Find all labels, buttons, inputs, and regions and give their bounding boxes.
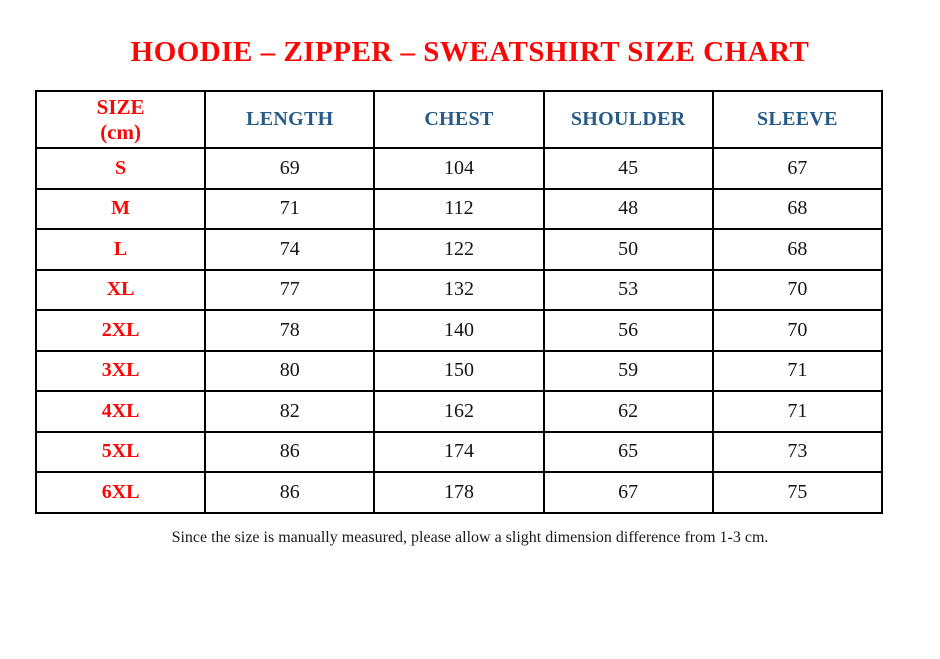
- size-cell: 5XL: [34, 430, 207, 473]
- length-cell: 86: [204, 430, 376, 473]
- size-cell: 4XL: [34, 390, 207, 433]
- sleeve-cell: 68: [711, 228, 884, 271]
- size-cell: 6XL: [34, 471, 207, 514]
- chest-cell: 174: [373, 430, 545, 473]
- sleeve-cell: 71: [711, 349, 884, 392]
- length-cell: 77: [204, 268, 376, 311]
- sleeve-cell: 67: [711, 147, 884, 190]
- size-header-unit: (cm): [100, 119, 141, 144]
- page-title: HOODIE – ZIPPER – SWEATSHIRT SIZE CHART: [130, 36, 810, 68]
- sleeve-cell: 68: [711, 187, 884, 230]
- table-row: XL 77 132 53 70: [34, 268, 884, 311]
- length-cell: 80: [204, 349, 376, 392]
- chest-cell: 162: [373, 390, 545, 433]
- sleeve-cell: 70: [711, 268, 884, 311]
- length-cell: 86: [204, 471, 376, 514]
- sleeve-cell: 75: [711, 471, 884, 514]
- table-row: 6XL 86 178 67 75: [34, 471, 884, 514]
- chest-cell: 104: [373, 147, 545, 190]
- shoulder-cell: 50: [542, 228, 714, 271]
- table-row: 4XL 82 162 62 71: [34, 390, 884, 433]
- size-cell: 2XL: [34, 309, 207, 352]
- chest-cell: 112: [373, 187, 545, 230]
- size-cell: 3XL: [34, 349, 207, 392]
- column-header-length: LENGTH: [204, 90, 376, 149]
- shoulder-cell: 53: [542, 268, 714, 311]
- column-header-size: SIZE (cm): [34, 90, 207, 149]
- table-row: 5XL 86 174 65 73: [34, 430, 884, 473]
- measurement-note: Since the size is manually measured, ple…: [171, 528, 769, 546]
- sleeve-cell: 70: [711, 309, 884, 352]
- length-cell: 82: [204, 390, 376, 433]
- shoulder-cell: 62: [542, 390, 714, 433]
- chest-cell: 140: [373, 309, 545, 352]
- sleeve-cell: 73: [711, 430, 884, 473]
- length-cell: 74: [204, 228, 376, 271]
- size-cell: M: [34, 187, 207, 230]
- chest-cell: 122: [373, 228, 545, 271]
- shoulder-cell: 67: [542, 471, 714, 514]
- size-chart-table: SIZE (cm) LENGTH CHEST SHOULDER SLEEVE S…: [34, 90, 884, 514]
- shoulder-cell: 48: [542, 187, 714, 230]
- table-row: M 71 112 48 68: [34, 187, 884, 230]
- column-header-sleeve: SLEEVE: [711, 90, 884, 149]
- length-cell: 69: [204, 147, 376, 190]
- length-cell: 78: [204, 309, 376, 352]
- chest-cell: 178: [373, 471, 545, 514]
- shoulder-cell: 45: [542, 147, 714, 190]
- table-row: L 74 122 50 68: [34, 228, 884, 271]
- size-cell: S: [34, 147, 207, 190]
- table-header-row: SIZE (cm) LENGTH CHEST SHOULDER SLEEVE: [34, 90, 884, 149]
- size-cell: L: [34, 228, 207, 271]
- size-cell: XL: [34, 268, 207, 311]
- chest-cell: 132: [373, 268, 545, 311]
- table-row: 2XL 78 140 56 70: [34, 309, 884, 352]
- table-row: 3XL 80 150 59 71: [34, 349, 884, 392]
- chest-cell: 150: [373, 349, 545, 392]
- column-header-chest: CHEST: [373, 90, 545, 149]
- length-cell: 71: [204, 187, 376, 230]
- shoulder-cell: 56: [542, 309, 714, 352]
- sleeve-cell: 71: [711, 390, 884, 433]
- stray-period-mark: .: [477, 36, 480, 50]
- table-row: S 69 104 45 67: [34, 147, 884, 190]
- column-header-shoulder: SHOULDER: [542, 90, 714, 149]
- shoulder-cell: 65: [542, 430, 714, 473]
- size-header-label: SIZE: [96, 95, 145, 120]
- shoulder-cell: 59: [542, 349, 714, 392]
